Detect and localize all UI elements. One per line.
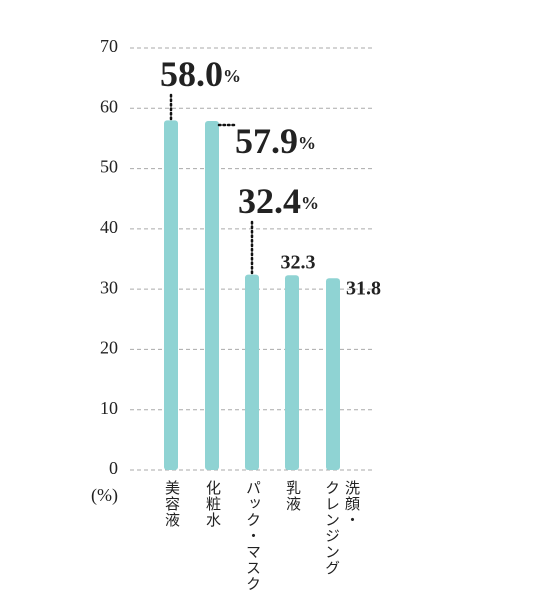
- x-tick-line: クレンジング: [323, 480, 341, 576]
- x-tick-line: 乳液: [284, 480, 302, 512]
- x-tick-line: 美容液: [163, 480, 181, 528]
- x-tick-label: 洗顔・ クレンジング: [322, 480, 362, 576]
- bar: [164, 120, 178, 470]
- y-tick-label: 20: [100, 338, 118, 358]
- y-tick-label: 10: [100, 398, 118, 418]
- y-unit: (%): [91, 485, 118, 506]
- x-tick-label: 化粧水: [203, 480, 223, 528]
- value-label: 32.3: [281, 252, 316, 274]
- y-tick-label: 50: [100, 157, 118, 177]
- x-tick-label: 美容液: [162, 480, 182, 528]
- bar: [245, 274, 259, 470]
- x-tick-line: 化粧水: [204, 480, 222, 528]
- y-tick-label: 0: [109, 458, 118, 478]
- value-label: 31.8: [346, 278, 381, 300]
- x-tick-line: パック・マスク: [244, 480, 262, 592]
- value-label: 32.4%: [238, 181, 319, 221]
- x-tick-label: パック・マスク: [243, 480, 263, 592]
- y-tick-label: 70: [100, 36, 118, 56]
- y-tick-label: 40: [100, 217, 118, 237]
- bar: [205, 120, 219, 471]
- y-tick-label: 30: [100, 277, 118, 297]
- x-tick-label: 乳液: [283, 480, 303, 512]
- value-label: 57.9%: [235, 121, 316, 161]
- y-tick-label: 60: [100, 96, 118, 116]
- x-tick-line: 洗顔・: [343, 480, 361, 528]
- value-label: 58.0%: [160, 54, 241, 94]
- bar: [285, 275, 299, 470]
- bar: [326, 278, 340, 470]
